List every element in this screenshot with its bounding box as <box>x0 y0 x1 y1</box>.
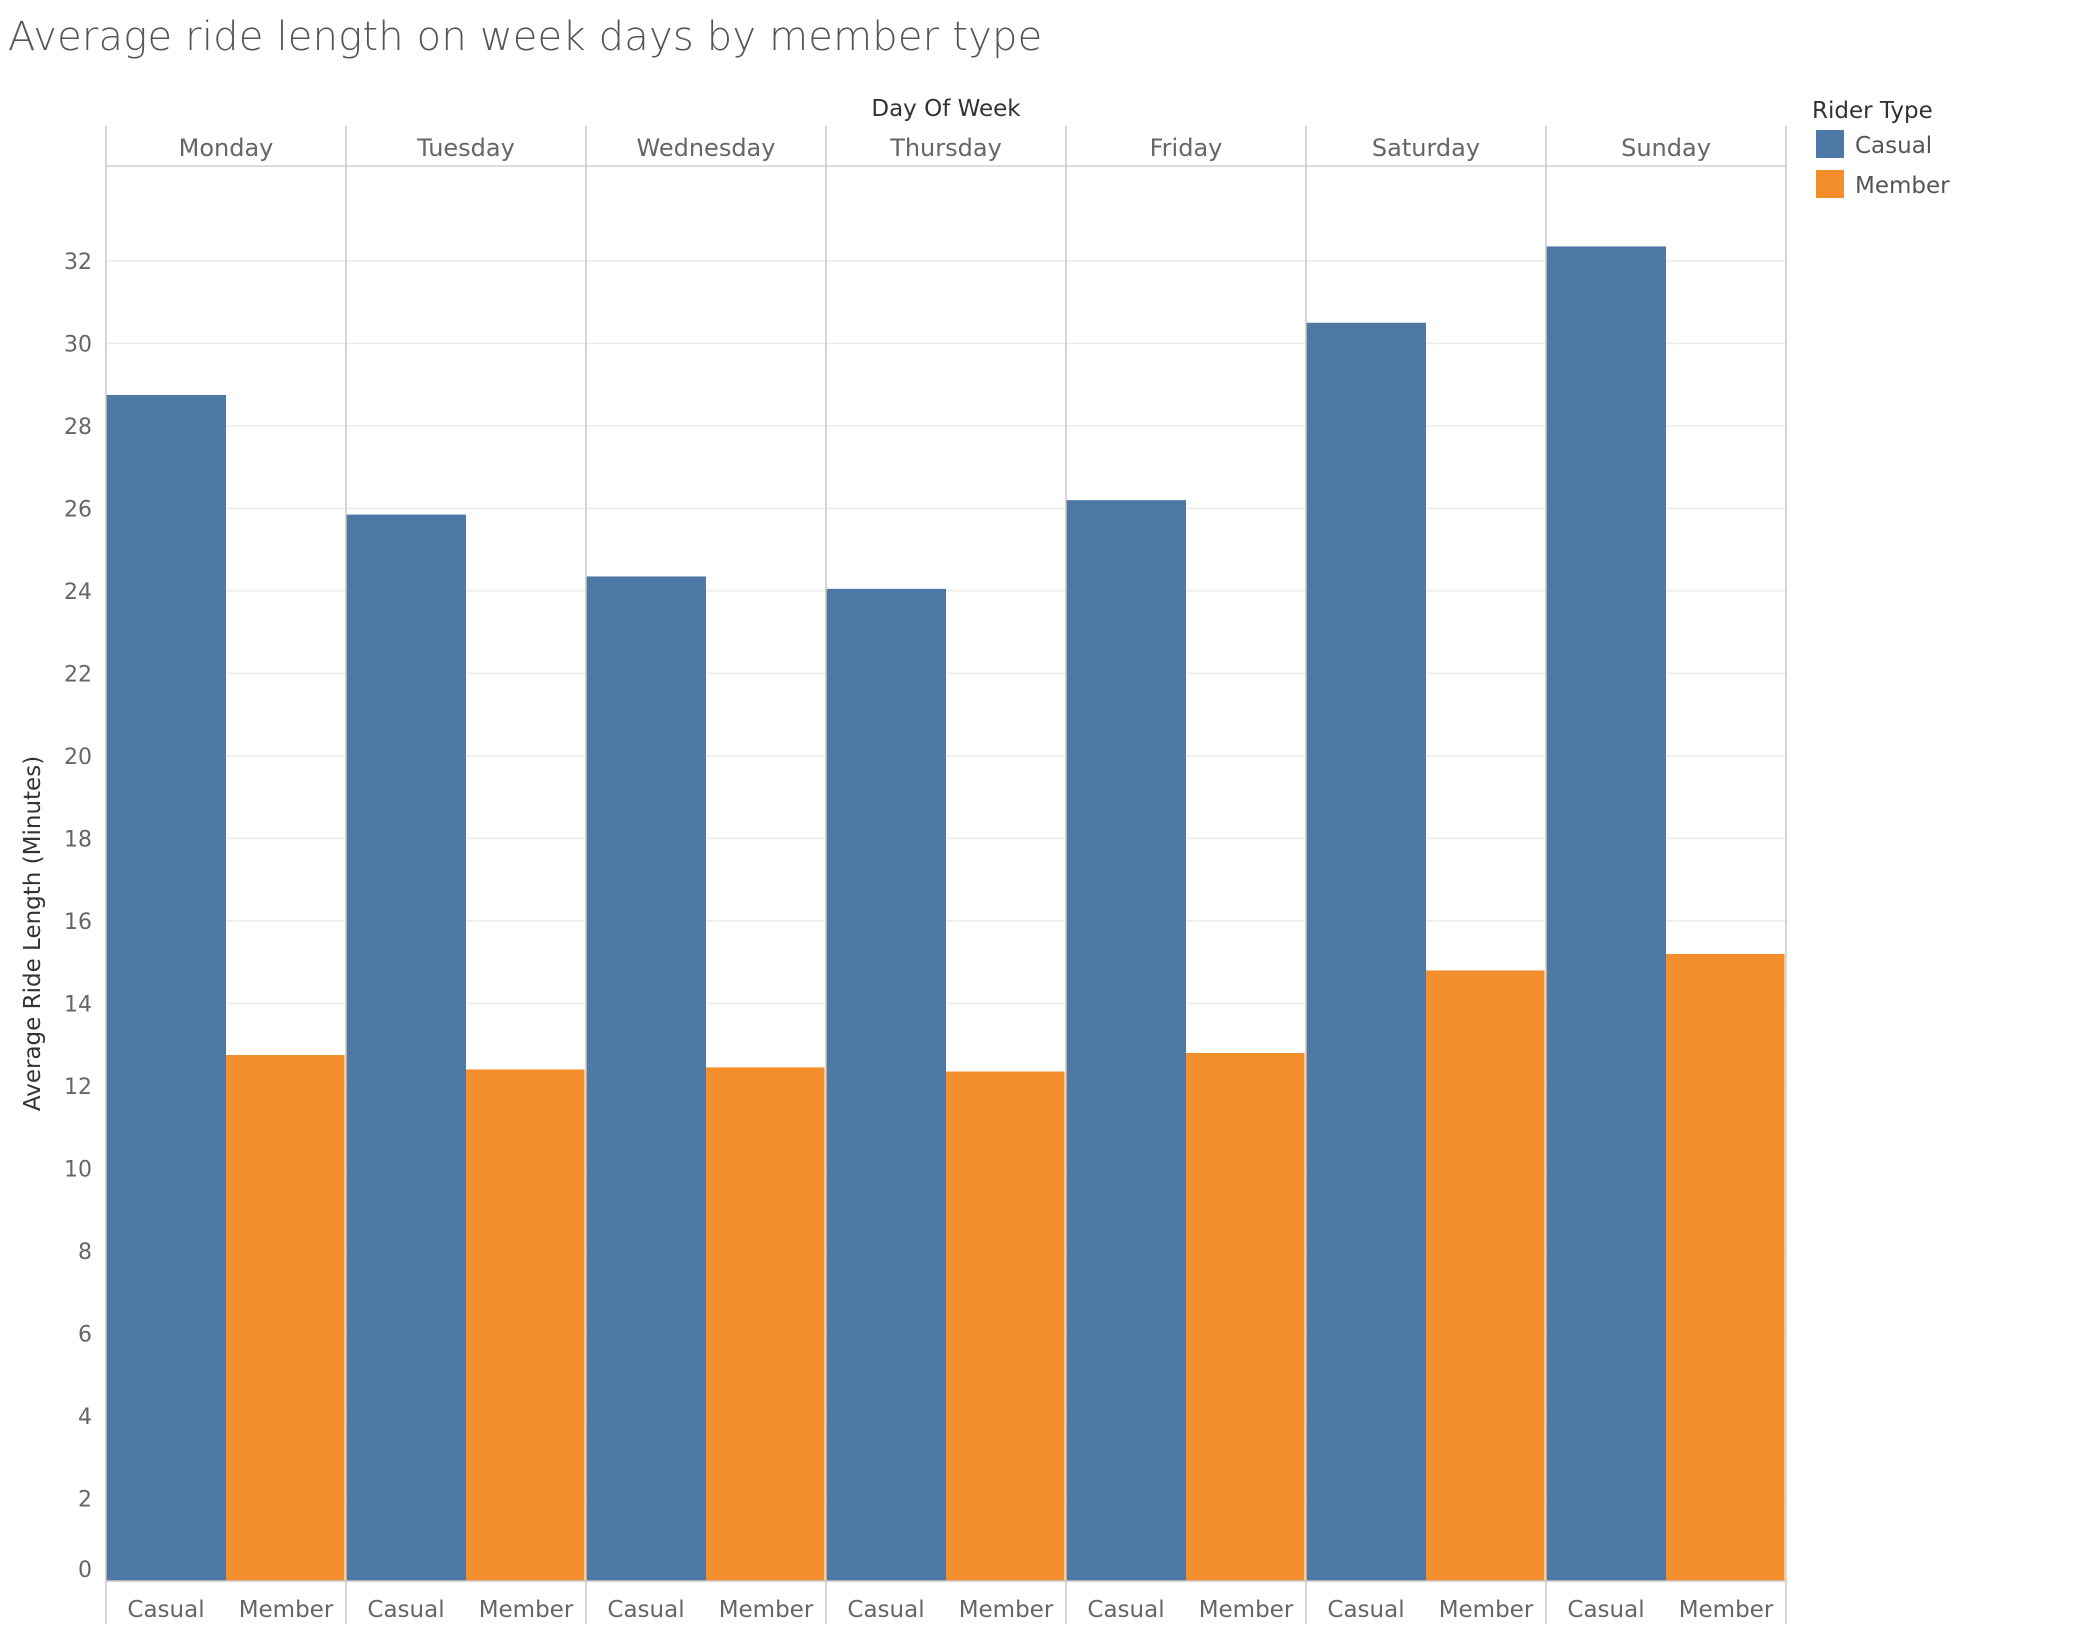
x-tick-label: Casual <box>847 1597 924 1623</box>
y-axis-title: Average Ride Length (Minutes) <box>20 756 46 1111</box>
y-tick-label: 18 <box>64 827 92 852</box>
x-tick-label: Casual <box>607 1597 684 1623</box>
day-header-friday: Friday <box>1150 134 1223 162</box>
x-axis-ticks: Casual Member Casual Member Casual Member Casu… <box>127 1597 1773 1623</box>
y-tick-label: 24 <box>64 580 92 605</box>
y-tick-label: 30 <box>64 332 92 357</box>
y-tick-label: 16 <box>64 910 92 935</box>
day-header-monday: Monday <box>179 134 274 162</box>
bar-saturday-member[interactable] <box>1426 970 1545 1581</box>
bar-thursday-member[interactable] <box>946 1071 1065 1581</box>
day-header-saturday: Saturday <box>1372 134 1480 162</box>
x-tick-label: Casual <box>1567 1597 1644 1623</box>
x-tick-label: Member <box>1679 1597 1774 1623</box>
legend-label-casual: Casual <box>1855 133 1932 159</box>
y-tick-label: 4 <box>78 1405 92 1430</box>
x-tick-label: Member <box>1199 1597 1294 1623</box>
y-tick-label: 10 <box>64 1157 92 1182</box>
bar-friday-member[interactable] <box>1186 1052 1305 1581</box>
x-tick-label: Member <box>479 1597 574 1623</box>
day-header-tuesday: Tuesday <box>416 134 515 162</box>
y-tick-label: 2 <box>78 1487 92 1512</box>
bar-tuesday-member[interactable] <box>466 1069 585 1581</box>
day-header-wednesday: Wednesday <box>637 134 776 162</box>
legend[interactable]: Rider Type Casual Member <box>1812 98 1950 199</box>
pane-frame <box>105 126 1787 1624</box>
y-tick-label: 8 <box>78 1240 92 1265</box>
bar-wednesday-casual[interactable] <box>586 576 706 1581</box>
y-tick-label: 12 <box>64 1075 92 1100</box>
legend-label-member: Member <box>1855 173 1950 199</box>
y-tick-label: 26 <box>64 497 92 522</box>
x-tick-label: Member <box>239 1597 334 1623</box>
legend-swatch-member <box>1816 170 1844 198</box>
x-tick-label: Member <box>959 1597 1054 1623</box>
bar-saturday-casual[interactable] <box>1306 322 1426 1581</box>
x-tick-label: Casual <box>367 1597 444 1623</box>
bar-friday-casual[interactable] <box>1066 500 1186 1581</box>
y-tick-label: 14 <box>64 992 92 1017</box>
x-tick-label: Casual <box>127 1597 204 1623</box>
y-tick-label: 0 <box>78 1558 92 1583</box>
day-header-thursday: Thursday <box>889 134 1002 162</box>
x-tick-label: Casual <box>1087 1597 1164 1623</box>
day-headers: Monday Tuesday Wednesday Thursday Friday Satu… <box>179 134 1711 162</box>
bar-sunday-member[interactable] <box>1666 953 1785 1581</box>
bar-wednesday-member[interactable] <box>706 1067 825 1581</box>
y-tick-label: 20 <box>64 745 92 770</box>
y-tick-label: 6 <box>78 1322 92 1347</box>
column-header: Day Of Week <box>871 96 1021 122</box>
x-tick-label: Casual <box>1327 1597 1404 1623</box>
legend-items: Casual Member <box>1816 130 1950 199</box>
x-tick-label: Member <box>719 1597 814 1623</box>
bar-monday-casual[interactable] <box>106 394 226 1581</box>
chart-title: Average ride length on week days by memb… <box>8 14 1043 60</box>
day-header-sunday: Sunday <box>1621 134 1711 162</box>
bar-thursday-casual[interactable] <box>826 588 946 1581</box>
y-tick-label: 32 <box>64 250 92 275</box>
bars <box>106 246 1785 1582</box>
legend-title: Rider Type <box>1812 98 1933 124</box>
bar-monday-member[interactable] <box>226 1055 345 1581</box>
bar-sunday-casual[interactable] <box>1546 246 1666 1582</box>
legend-swatch-casual <box>1816 130 1844 158</box>
x-tick-label: Member <box>1439 1597 1534 1623</box>
y-tick-label: 22 <box>64 662 92 687</box>
y-tick-label: 28 <box>64 415 92 440</box>
bar-tuesday-casual[interactable] <box>346 514 466 1582</box>
